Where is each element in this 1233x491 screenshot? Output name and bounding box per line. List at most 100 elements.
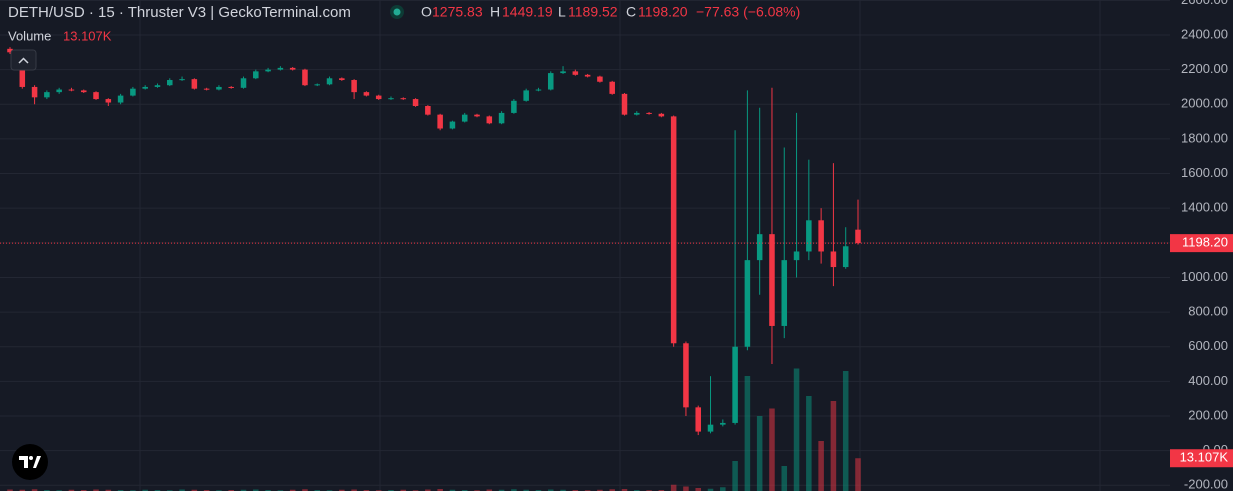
volume-bar	[560, 489, 566, 491]
volume-bar	[523, 489, 529, 491]
volume-bar	[621, 489, 628, 491]
volume-bar	[19, 489, 26, 491]
candle-body	[806, 220, 812, 252]
volume-bar	[842, 371, 849, 491]
volume-bar	[683, 486, 689, 491]
y-tick-label: 1800.00	[1181, 130, 1228, 145]
volume-last-label: 13.107K	[1180, 450, 1229, 465]
y-tick-label: 200.00	[1188, 407, 1228, 422]
volume-bar	[7, 489, 13, 491]
low-value: 1189.52	[568, 4, 618, 20]
candle-body	[117, 95, 124, 103]
volume-bar	[695, 488, 701, 491]
volume-bar	[449, 489, 456, 491]
volume-bar	[732, 461, 738, 491]
volume-bar	[68, 489, 75, 491]
chart-title: DETH/USD · 15 · Thruster V3 | GeckoTermi…	[8, 4, 351, 21]
candle-body	[584, 74, 591, 77]
candle-body	[695, 407, 701, 432]
y-tick-label: 1400.00	[1181, 200, 1228, 215]
header: DETH/USD · 15 · Thruster V3 | GeckoTermi…	[8, 4, 800, 44]
candle-body	[646, 112, 652, 114]
candle-body	[732, 346, 738, 423]
candle-body	[80, 90, 87, 93]
candles	[7, 47, 861, 436]
change-value: −77.63 (−6.08%)	[696, 4, 800, 20]
candle-body	[609, 81, 615, 94]
candle-body	[388, 98, 394, 100]
candle-body	[400, 98, 407, 100]
candle-body	[560, 71, 566, 74]
candle-body	[437, 114, 443, 129]
candle-body	[658, 113, 665, 117]
y-tick-label: -200.00	[1184, 477, 1228, 491]
candle-body	[449, 121, 456, 129]
candle-body	[154, 85, 161, 87]
volume-bar	[437, 489, 443, 491]
time-grid	[139, 0, 1101, 491]
volume-bar	[351, 489, 357, 491]
y-tick-label: 2200.00	[1181, 61, 1228, 76]
candle-body	[375, 95, 382, 100]
candle-body	[855, 229, 861, 244]
candle-body	[7, 48, 13, 53]
candle-body	[179, 79, 185, 81]
volume-bar	[425, 489, 431, 491]
status-dot	[393, 8, 401, 16]
volume-bar	[339, 489, 345, 491]
candle-body	[56, 89, 62, 93]
collapse-button[interactable]	[10, 49, 37, 71]
volume-bar	[302, 489, 308, 491]
candle-body	[277, 67, 284, 70]
candle-body	[474, 114, 480, 117]
volume-bar	[486, 489, 493, 491]
volume-bar	[855, 458, 861, 491]
volume-bar	[756, 416, 763, 491]
y-tick-label: 2000.00	[1181, 96, 1228, 111]
candle-body	[707, 424, 714, 432]
volume-value: 13.107K	[63, 28, 112, 43]
volume-bar	[769, 408, 775, 491]
c-label: C	[626, 4, 636, 20]
volume-bar	[240, 489, 247, 491]
candle-body	[634, 112, 640, 115]
candle-body	[842, 246, 849, 268]
l-label: L	[558, 4, 566, 20]
candle-body	[68, 89, 75, 91]
candle-body	[412, 99, 419, 106]
candle-body	[744, 260, 751, 347]
close-value: 1198.20	[638, 4, 688, 20]
volume-bar	[720, 487, 726, 491]
volume-bar	[547, 489, 554, 491]
o-label: O	[421, 4, 432, 20]
h-label: H	[490, 4, 500, 20]
candle-body	[130, 88, 136, 96]
last-price-box	[1170, 234, 1233, 253]
candle-body	[486, 116, 493, 124]
volume-bar	[511, 489, 517, 491]
volume-bar	[707, 488, 714, 491]
candle-body	[461, 114, 468, 122]
volume-bar	[806, 396, 812, 491]
candle-body	[781, 260, 788, 326]
candle-body	[314, 84, 321, 86]
candle-body	[547, 73, 554, 90]
candle-body	[793, 251, 800, 261]
volume-last-box	[1170, 449, 1233, 468]
tradingview-logo[interactable]	[12, 444, 48, 480]
candle-body	[363, 92, 370, 96]
candle-body	[289, 67, 296, 70]
candle-body	[191, 79, 198, 89]
volume-bar	[31, 489, 38, 491]
volume-bar	[609, 489, 615, 491]
candle-body	[535, 89, 542, 91]
volume-bar	[818, 441, 824, 491]
candle-body	[44, 92, 50, 98]
candle-body	[265, 69, 271, 72]
open-value: 1275.83	[432, 4, 483, 20]
y-tick-label: 800.00	[1188, 304, 1228, 319]
candle-body	[621, 93, 628, 115]
y-tick-label: 2400.00	[1181, 26, 1228, 41]
candle-body	[105, 99, 112, 103]
candle-body	[818, 220, 824, 252]
